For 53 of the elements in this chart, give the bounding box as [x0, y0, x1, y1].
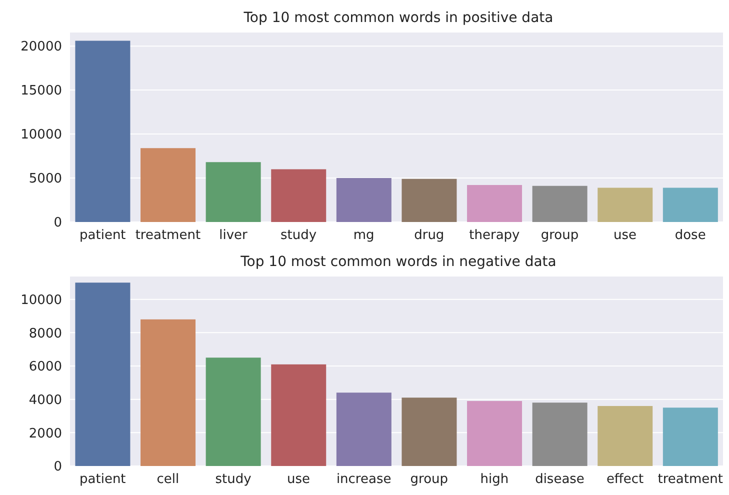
bar — [140, 319, 196, 466]
y-tick-label: 20000 — [20, 40, 62, 55]
y-tick-label: 0 — [54, 460, 62, 475]
x-tick-label: group — [540, 228, 579, 244]
bar — [75, 40, 130, 222]
x-tick-label: effect — [606, 472, 644, 488]
bar — [598, 406, 653, 466]
bar — [662, 188, 718, 222]
bar — [336, 178, 392, 222]
bar — [532, 402, 588, 466]
bar — [75, 282, 130, 466]
y-tick-label: 6000 — [28, 360, 62, 375]
x-tick-label: treatment — [658, 472, 723, 488]
x-tick-label: use — [614, 228, 637, 244]
chart-title: Top 10 most common words in positive data — [242, 9, 554, 28]
bar — [140, 148, 196, 222]
bar — [402, 398, 457, 466]
bar — [402, 178, 457, 222]
x-tick-label: use — [287, 472, 310, 488]
x-tick-label: cell — [156, 472, 180, 488]
x-tick-label: patient — [80, 472, 126, 488]
chart-title: Top 10 most common words in negative data — [240, 253, 558, 272]
x-tick-label: liver — [219, 228, 248, 244]
x-tick-label: increase — [336, 472, 392, 488]
x-tick-label: study — [215, 472, 252, 488]
x-tick-label: mg — [353, 228, 374, 244]
bar — [467, 185, 522, 222]
y-tick-label: 10000 — [20, 292, 62, 308]
x-tick-label: high — [480, 472, 509, 488]
bar — [662, 408, 718, 466]
y-tick-label: 15000 — [20, 84, 62, 99]
y-tick-label: 5000 — [28, 172, 62, 187]
x-tick-label: group — [410, 472, 448, 488]
bar — [467, 401, 522, 466]
y-tick-label: 0 — [54, 216, 62, 231]
bar — [532, 186, 588, 222]
y-tick-label: 10000 — [20, 128, 62, 143]
x-tick-label: drug — [414, 228, 444, 244]
y-tick-label: 4000 — [28, 392, 62, 408]
x-tick-label: disease — [535, 472, 584, 488]
x-tick-label: therapy — [469, 228, 520, 244]
y-tick-label: 2000 — [28, 426, 62, 442]
bar — [206, 358, 261, 466]
bar — [598, 188, 653, 222]
x-tick-label: study — [280, 228, 317, 244]
bar — [206, 162, 261, 222]
x-tick-label: treatment — [135, 228, 201, 244]
bar — [271, 169, 326, 222]
bar — [336, 392, 392, 466]
x-tick-label: patient — [80, 228, 126, 244]
x-tick-label: dose — [674, 228, 706, 244]
bar — [271, 364, 326, 466]
y-tick-label: 8000 — [28, 326, 62, 342]
